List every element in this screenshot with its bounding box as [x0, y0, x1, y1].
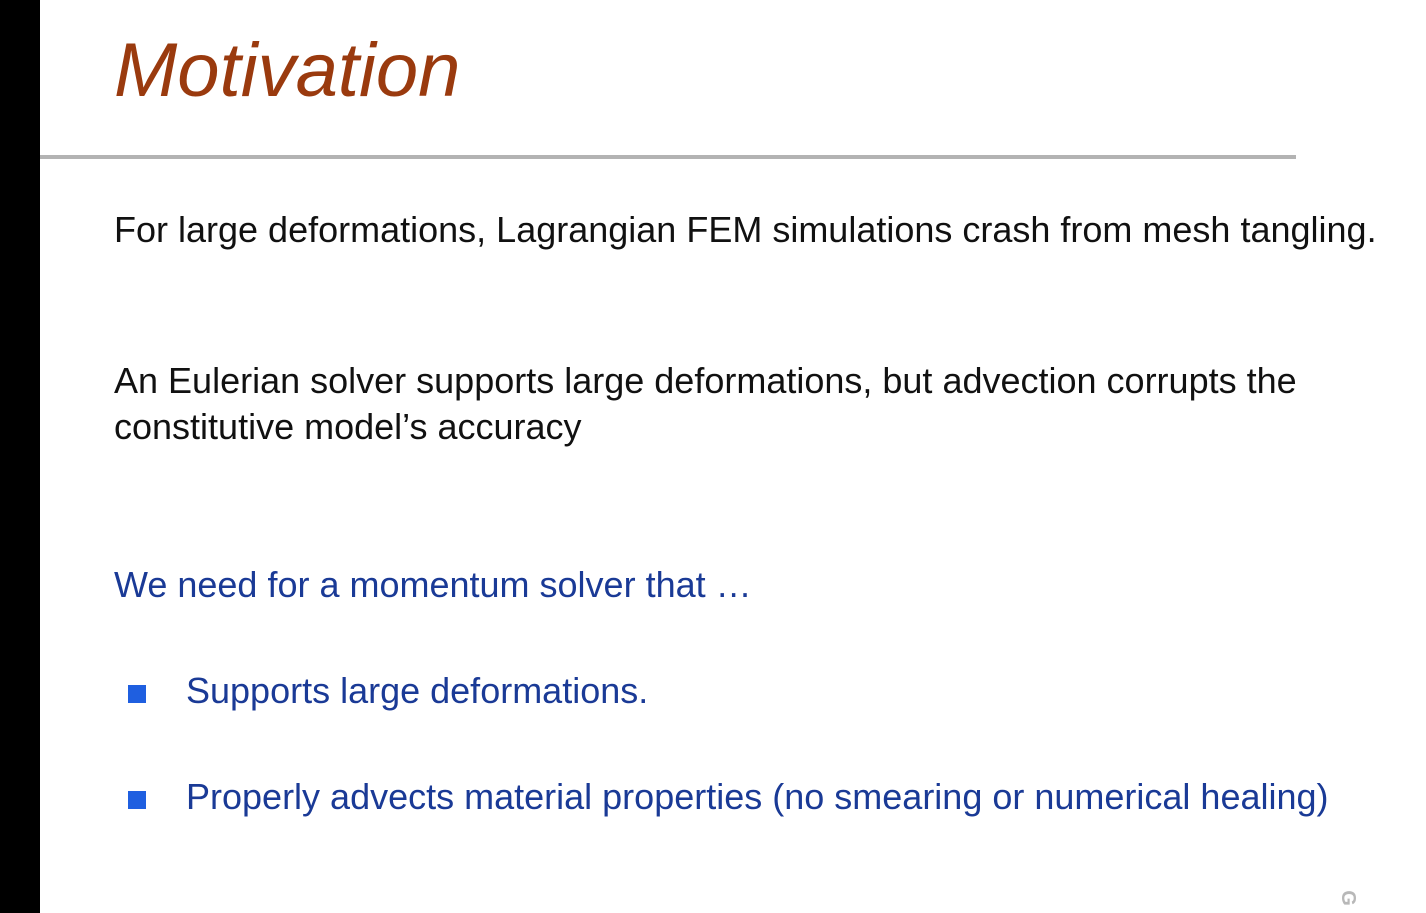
bullet-text: Properly advects material properties (no… — [186, 776, 1329, 817]
lead-statement: We need for a momentum solver that … — [114, 564, 752, 605]
left-black-bar — [0, 0, 40, 913]
paragraph-eulerian: An Eulerian solver supports large deform… — [114, 360, 1297, 447]
title-divider — [40, 155, 1296, 159]
square-bullet-icon — [128, 791, 146, 809]
square-bullet-icon — [128, 685, 146, 703]
corner-watermark: G — [1337, 890, 1359, 906]
bullet-text: Supports large deformations. — [186, 670, 649, 711]
slide-title: Motivation — [114, 28, 461, 113]
paragraph-lagrangian: For large deformations, Lagrangian FEM s… — [114, 209, 1377, 250]
